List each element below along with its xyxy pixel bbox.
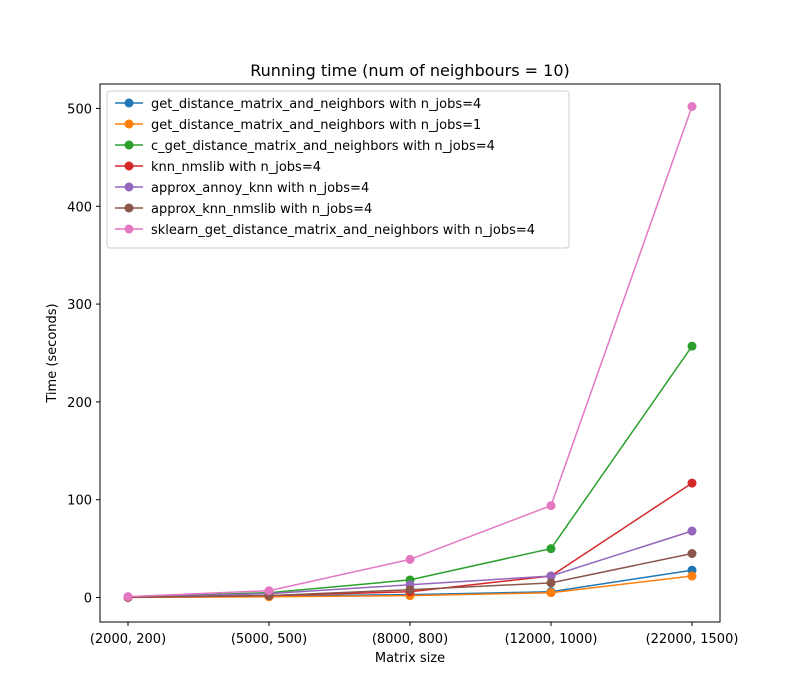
y-tick-label: 400 xyxy=(67,200,92,215)
data-point xyxy=(546,578,556,588)
legend-label: approx_annoy_knn with n_jobs=4 xyxy=(151,181,369,196)
data-point xyxy=(687,549,697,559)
legend-marker xyxy=(124,119,134,129)
data-point xyxy=(405,554,415,564)
x-tick-label: (8000, 800) xyxy=(372,632,448,647)
data-point xyxy=(687,101,697,111)
data-point xyxy=(687,341,697,351)
legend-marker xyxy=(124,161,134,171)
x-tick-label: (5000, 500) xyxy=(231,632,307,647)
legend-label: knn_nmslib with n_jobs=4 xyxy=(151,160,321,175)
chart-title: Running time (num of neighbours = 10) xyxy=(250,61,570,80)
y-axis-label: Time (seconds) xyxy=(45,303,60,403)
y-tick-label: 500 xyxy=(67,102,92,117)
series-7 xyxy=(123,101,697,602)
data-point xyxy=(687,571,697,581)
data-point xyxy=(546,588,556,598)
y-axis: 0 100 200 300 400 500 xyxy=(67,102,100,607)
data-point xyxy=(546,544,556,554)
data-point xyxy=(546,501,556,511)
legend-label: get_distance_matrix_and_neighbors with n… xyxy=(151,97,481,112)
data-point xyxy=(264,586,274,596)
data-point xyxy=(123,592,133,602)
x-axis-label: Matrix size xyxy=(375,651,445,666)
legend: get_distance_matrix_and_neighbors with n… xyxy=(106,90,570,249)
legend-marker xyxy=(124,140,134,150)
legend-marker xyxy=(124,98,134,108)
y-tick-label: 300 xyxy=(67,298,92,313)
y-tick-label: 100 xyxy=(67,494,92,509)
y-tick-label: 200 xyxy=(67,396,92,411)
data-point xyxy=(405,585,415,595)
legend-marker xyxy=(124,224,134,234)
legend-label: get_distance_matrix_and_neighbors with n… xyxy=(151,118,481,133)
x-tick-label: (12000, 1000) xyxy=(505,632,598,647)
series-layer xyxy=(123,101,697,602)
legend-marker xyxy=(124,182,134,192)
legend-label: approx_knn_nmslib with n_jobs=4 xyxy=(151,202,372,217)
x-tick-label: (22000, 1500) xyxy=(646,632,739,647)
x-axis: (2000, 200) (5000, 500) (8000, 800) (12000,… xyxy=(90,622,739,647)
legend-box xyxy=(106,90,570,249)
legend-label: sklearn_get_distance_matrix_and_neighbor… xyxy=(151,223,535,238)
legend-marker xyxy=(124,203,134,213)
legend-label: c_get_distance_matrix_and_neighbors with… xyxy=(151,139,495,154)
data-point xyxy=(687,526,697,536)
y-tick-label: 0 xyxy=(84,592,92,607)
data-point xyxy=(687,478,697,488)
data-point xyxy=(546,571,556,581)
x-tick-label: (2000, 200) xyxy=(90,632,166,647)
